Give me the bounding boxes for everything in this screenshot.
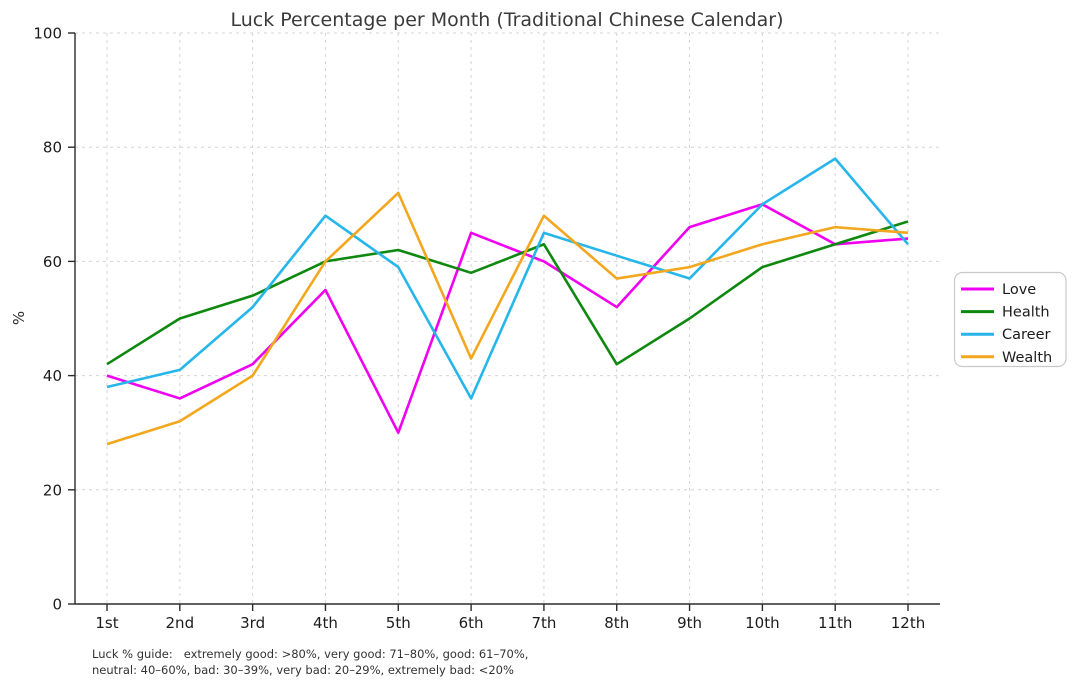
legend-label-health: Health <box>1002 305 1050 321</box>
y-tick-label: 20 <box>43 481 62 499</box>
y-tick-label: 0 <box>52 596 62 614</box>
x-tick-label: 1st <box>95 614 118 632</box>
y-tick-label: 40 <box>43 367 62 385</box>
y-tick-label: 60 <box>43 253 62 271</box>
x-tick-label: 8th <box>604 614 629 632</box>
footnote-line-2: neutral: 40–60%, bad: 30–39%, very bad: … <box>92 663 514 677</box>
x-tick-label: 7th <box>531 614 556 632</box>
legend: Love Health Career Wealth <box>953 271 1067 368</box>
series-line-career <box>106 157 910 400</box>
legend-label-wealth: Wealth <box>1002 350 1052 366</box>
y-tick-label: 80 <box>43 139 62 157</box>
series-line-wealth <box>106 191 909 446</box>
x-tick-label: 3rd <box>240 614 265 632</box>
legend-box <box>953 271 1067 368</box>
y-tick-label: 100 <box>33 25 62 43</box>
legend-label-love: Love <box>1002 282 1036 298</box>
x-tick-label: 10th <box>745 614 779 632</box>
x-tick-label: 9th <box>677 614 702 632</box>
footnote-line-1: Luck % guide: extremely good: >80%, very… <box>92 647 528 661</box>
x-tick-label: 5th <box>386 614 411 632</box>
chart-title: Luck Percentage per Month (Traditional C… <box>230 9 783 31</box>
x-tick-label: 2nd <box>166 614 195 632</box>
x-tick-label: 6th <box>459 614 484 632</box>
y-axis-label: % <box>10 311 28 325</box>
x-tick-label: 12th <box>891 614 925 632</box>
axes <box>68 32 940 611</box>
series-line-health <box>106 220 909 366</box>
series-line-love <box>106 203 909 435</box>
tick-labels: 0 20 40 60 80 100 1st 2nd 3rd 4th 5th 6th 7th 8th 9th 1… <box>33 25 925 633</box>
legend-items: Love Health Career Wealth <box>961 282 1052 366</box>
x-tick-label: 4th <box>313 614 338 632</box>
series-lines <box>106 157 910 446</box>
legend-label-career: Career <box>1002 327 1050 343</box>
x-tick-label: 11th <box>818 614 852 632</box>
